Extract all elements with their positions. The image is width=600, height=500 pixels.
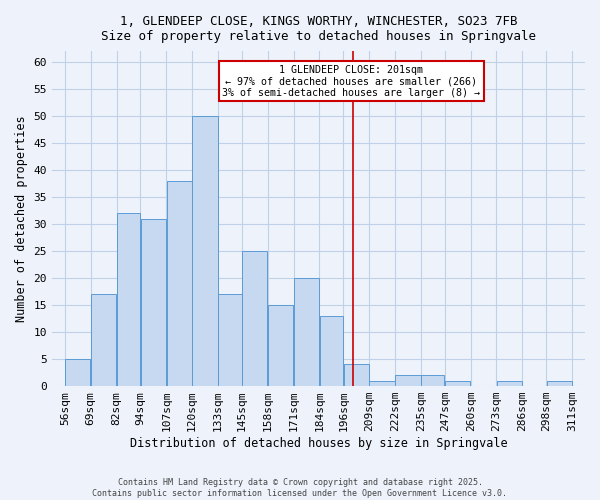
Title: 1, GLENDEEP CLOSE, KINGS WORTHY, WINCHESTER, SO23 7FB
Size of property relative : 1, GLENDEEP CLOSE, KINGS WORTHY, WINCHES…	[101, 15, 536, 43]
Bar	[294, 278, 319, 386]
Bar	[370, 380, 395, 386]
Bar	[218, 294, 242, 386]
Bar	[91, 294, 116, 386]
Bar	[193, 116, 218, 386]
X-axis label: Distribution of detached houses by size in Springvale: Distribution of detached houses by size …	[130, 437, 507, 450]
Bar	[141, 218, 166, 386]
Bar	[167, 181, 192, 386]
Y-axis label: Number of detached properties: Number of detached properties	[15, 116, 28, 322]
Bar	[445, 380, 470, 386]
Bar	[242, 251, 268, 386]
Bar	[421, 376, 445, 386]
Bar	[547, 380, 572, 386]
Text: 1 GLENDEEP CLOSE: 201sqm
← 97% of detached houses are smaller (266)
3% of semi-d: 1 GLENDEEP CLOSE: 201sqm ← 97% of detach…	[222, 64, 480, 98]
Text: Contains HM Land Registry data © Crown copyright and database right 2025.
Contai: Contains HM Land Registry data © Crown c…	[92, 478, 508, 498]
Bar	[117, 213, 140, 386]
Bar	[320, 316, 343, 386]
Bar	[65, 359, 91, 386]
Bar	[395, 376, 421, 386]
Bar	[497, 380, 522, 386]
Bar	[268, 305, 293, 386]
Bar	[344, 364, 369, 386]
